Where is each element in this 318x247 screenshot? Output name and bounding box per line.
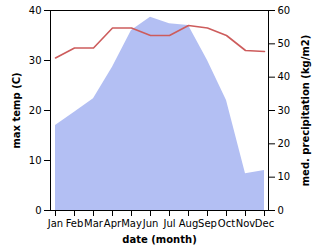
svg-text:40: 40 — [29, 5, 42, 16]
svg-text:0: 0 — [278, 205, 284, 216]
svg-text:10: 10 — [29, 155, 42, 166]
svg-text:Nov: Nov — [236, 218, 256, 229]
svg-text:Oct: Oct — [218, 218, 235, 229]
svg-text:date (month): date (month) — [122, 234, 196, 245]
svg-text:Feb: Feb — [66, 218, 84, 229]
svg-text:Jan: Jan — [47, 218, 63, 229]
svg-text:Dec: Dec — [255, 218, 274, 229]
svg-text:40: 40 — [278, 71, 291, 82]
svg-text:Jul: Jul — [162, 218, 175, 229]
svg-text:max temp (C): max temp (C) — [11, 72, 22, 148]
svg-text:med. precipitation (kg/m2): med. precipitation (kg/m2) — [300, 35, 311, 187]
svg-text:20: 20 — [29, 105, 42, 116]
svg-text:Aug: Aug — [179, 218, 199, 229]
svg-text:10: 10 — [278, 171, 291, 182]
svg-text:Jun: Jun — [142, 218, 159, 229]
svg-text:Apr: Apr — [104, 218, 122, 229]
svg-text:50: 50 — [278, 38, 291, 49]
svg-text:Sep: Sep — [198, 218, 217, 229]
svg-text:Mar: Mar — [84, 218, 104, 229]
svg-text:60: 60 — [278, 5, 291, 16]
svg-text:0: 0 — [35, 205, 41, 216]
svg-text:20: 20 — [278, 138, 291, 149]
svg-text:30: 30 — [278, 105, 291, 116]
svg-text:May: May — [121, 218, 142, 229]
svg-text:30: 30 — [29, 55, 42, 66]
